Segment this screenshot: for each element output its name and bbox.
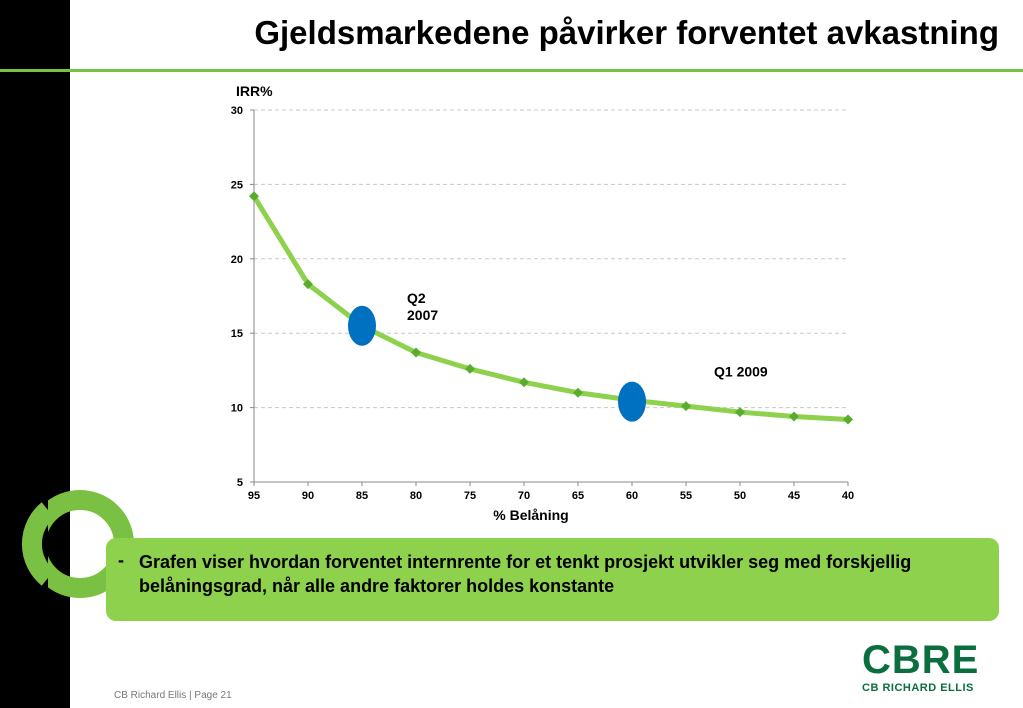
data-point bbox=[303, 279, 313, 290]
highlight-marker bbox=[348, 305, 376, 346]
y-tick-label: 20 bbox=[231, 254, 243, 266]
x-tick-label: 55 bbox=[680, 490, 692, 502]
data-point bbox=[789, 411, 799, 422]
x-tick-label: 75 bbox=[464, 490, 476, 502]
x-tick-label: 45 bbox=[788, 490, 800, 502]
annotation-label: 2007 bbox=[407, 307, 438, 323]
y-tick-label: 10 bbox=[231, 403, 243, 415]
x-tick-label: 80 bbox=[410, 490, 422, 502]
x-tick-label: 90 bbox=[302, 490, 314, 502]
callout-box: - Grafen viser hvordan forventet internr… bbox=[106, 538, 999, 621]
annotation-label: Q1 2009 bbox=[714, 364, 768, 380]
logo-subtitle: CB RICHARD ELLIS bbox=[862, 682, 974, 694]
data-point bbox=[573, 387, 583, 398]
y-tick-label: 5 bbox=[237, 477, 243, 489]
cbre-logo: CBRE CB RICHARD ELLIS bbox=[862, 640, 988, 694]
logo-wordmark: CBRE bbox=[862, 638, 980, 682]
data-point bbox=[249, 191, 259, 202]
data-point bbox=[411, 347, 421, 358]
x-tick-label: 40 bbox=[842, 490, 854, 502]
page-title: Gjeldsmarkedene påvirker forventet avkas… bbox=[254, 14, 999, 51]
x-tick-label: 60 bbox=[626, 490, 638, 502]
annotation-label: Q2 bbox=[407, 290, 426, 306]
x-tick-label: 65 bbox=[572, 490, 584, 502]
y-tick-label: 25 bbox=[231, 179, 243, 191]
y-tick-label: 30 bbox=[231, 105, 243, 117]
y-tick-label: 15 bbox=[231, 328, 243, 340]
data-point bbox=[465, 363, 475, 374]
x-tick-label: 70 bbox=[518, 490, 530, 502]
data-point bbox=[681, 401, 691, 412]
x-tick-label: 95 bbox=[248, 490, 260, 502]
data-point bbox=[519, 377, 529, 388]
data-point bbox=[843, 414, 853, 425]
x-axis-label: % Belåning bbox=[493, 507, 568, 523]
y-axis-label: IRR% bbox=[236, 83, 273, 99]
callout-text: Grafen viser hvordan forventet internren… bbox=[139, 552, 912, 596]
data-point bbox=[735, 407, 745, 418]
irr-chart: 5 10 15 20 25 30 95 90 85 80 75 70 65 60 55 50 45 40 IRR%%… bbox=[231, 83, 854, 523]
series-line bbox=[251, 193, 851, 423]
page-footer: CB Richard Ellis | Page 21 bbox=[114, 690, 232, 701]
x-tick-label: 50 bbox=[734, 490, 746, 502]
callout-bullet: - bbox=[118, 550, 124, 570]
highlight-marker bbox=[618, 381, 646, 422]
x-tick-label: 85 bbox=[356, 490, 368, 502]
title-divider bbox=[0, 69, 1023, 72]
